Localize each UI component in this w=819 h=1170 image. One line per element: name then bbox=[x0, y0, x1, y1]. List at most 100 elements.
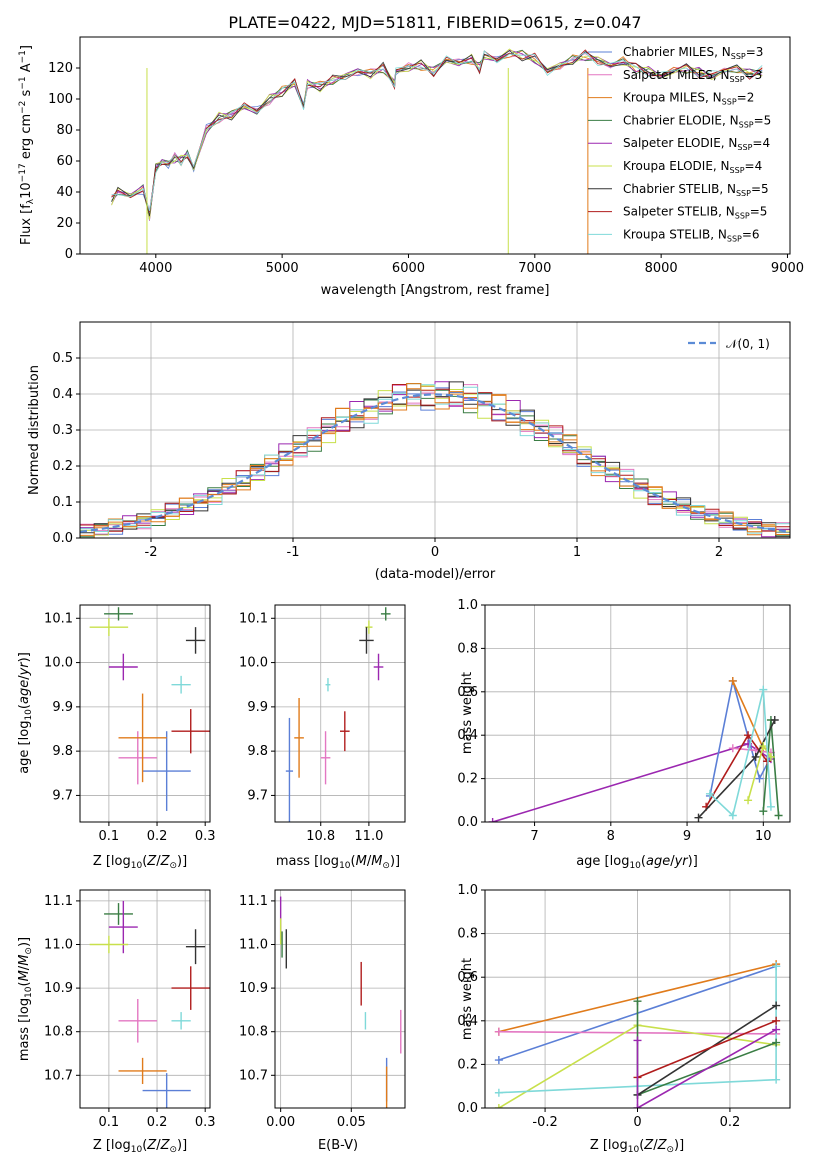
y-axis-label-sup: −2 bbox=[18, 101, 28, 114]
y-axis-label: mass weight bbox=[460, 958, 475, 1040]
mass-weight-marker bbox=[772, 1016, 781, 1025]
legend-label: Kroupa ELODIE, N bbox=[623, 159, 730, 173]
mass-weight-marker bbox=[494, 1104, 503, 1108]
axis-label-text: Z bbox=[643, 1138, 654, 1153]
legend-entry: Chabrier ELODIE, NSSP=5 bbox=[623, 113, 771, 129]
x-tick-label: -2 bbox=[145, 545, 158, 560]
y-tick-label: 0.4 bbox=[52, 387, 73, 402]
spectrum-line-chabrier-elodie bbox=[111, 49, 763, 218]
axis-label: Z [log10(Z/Z⊙)] bbox=[590, 1138, 684, 1155]
axis-label: Z [log10(Z/Z⊙)] bbox=[93, 1138, 187, 1155]
x-axis-label: (data-model)/error bbox=[375, 567, 496, 582]
axis-label-sub: 10 bbox=[131, 1145, 143, 1155]
mass-weight-track bbox=[709, 689, 772, 818]
y-axis-label-sup: −17 bbox=[18, 163, 28, 182]
y-tick-label: 10.0 bbox=[239, 656, 268, 671]
x-tick-label: 11.0 bbox=[354, 829, 383, 844]
axis-label-text: age bbox=[17, 680, 32, 704]
legend-count: =5 bbox=[750, 205, 768, 219]
x-tick-label: 2 bbox=[715, 545, 723, 560]
x-tick-label: 10.8 bbox=[306, 829, 335, 844]
mass-weight-marker bbox=[772, 1038, 781, 1047]
axis-label-text: ( bbox=[641, 854, 646, 869]
x-tick-label: 7000 bbox=[518, 261, 551, 276]
axis-label-text: ( bbox=[351, 854, 356, 869]
plot-area bbox=[285, 607, 391, 822]
axis-label-text: ( bbox=[142, 1138, 147, 1153]
y-tick-label: 0.4 bbox=[457, 728, 478, 743]
axes-frame bbox=[484, 889, 791, 1109]
legend-subscript: SSP bbox=[737, 143, 752, 152]
axis-label-text: ( bbox=[142, 854, 147, 869]
mass-weight-marker bbox=[766, 802, 775, 811]
y-axis-label: mass weight bbox=[460, 672, 475, 754]
axis-label-text: Z [log bbox=[93, 1138, 131, 1153]
legend-subscript: SSP bbox=[735, 212, 750, 221]
legend-count: =4 bbox=[745, 159, 763, 173]
legend-entry: Kroupa STELIB, NSSP=6 bbox=[623, 227, 760, 243]
axis-label-text: age bbox=[646, 854, 670, 869]
residual-histogram bbox=[80, 383, 790, 538]
plot-area bbox=[488, 676, 783, 822]
axis-label-text: yr bbox=[674, 854, 690, 869]
y-tick-label: 0.2 bbox=[457, 1057, 478, 1072]
y-tick-label: 0.2 bbox=[52, 459, 73, 474]
x-axis-label: wavelength [Angstrom, rest frame] bbox=[321, 283, 550, 298]
mass-weight-marker bbox=[759, 742, 768, 751]
y-tick-label: 0.3 bbox=[52, 423, 73, 438]
legend-label: Chabrier ELODIE, N bbox=[623, 113, 739, 127]
legend-label: Kroupa MILES, N bbox=[623, 91, 722, 105]
axis-label-text: / bbox=[156, 1138, 161, 1153]
legend-count: =5 bbox=[754, 113, 772, 127]
axis-label-text: Z bbox=[146, 1138, 157, 1153]
legend-count: =2 bbox=[737, 91, 755, 105]
axis-label-text: Z bbox=[657, 1138, 668, 1153]
axis-label-text: age [log bbox=[17, 721, 32, 774]
y-tick-label: 11.0 bbox=[44, 938, 73, 953]
axis-label-text: )] bbox=[177, 854, 187, 869]
y-tick-label: 10.7 bbox=[239, 1068, 268, 1083]
y-tick-label: 9.9 bbox=[247, 700, 268, 715]
y-tick-label: 0.1 bbox=[52, 495, 73, 510]
axis-label-sub: 10 bbox=[24, 709, 34, 721]
axes-frame bbox=[274, 889, 406, 1109]
y-tick-label: 10.9 bbox=[44, 981, 73, 996]
y-axis-label-text: ] bbox=[19, 45, 34, 50]
y-tick-label: 0.6 bbox=[457, 970, 478, 985]
mass-weight-marker bbox=[772, 962, 781, 971]
mass-weight-track bbox=[637, 1020, 777, 1079]
axis-label-text: / bbox=[156, 854, 161, 869]
x-tick-label: 0.1 bbox=[99, 829, 120, 844]
y-axis-label-sup: −1 bbox=[18, 76, 28, 89]
x-tick-label: 0.2 bbox=[720, 1115, 741, 1130]
figure-title: PLATE=0422, MJD=51811, FIBERID=0615, z=0… bbox=[228, 13, 641, 32]
legend-subscript: SSP bbox=[736, 189, 751, 198]
legend-entry: Chabrier MILES, NSSP=3 bbox=[623, 45, 763, 61]
axis-label: age [log10(age/yr)] bbox=[17, 652, 34, 774]
legend-count: =3 bbox=[746, 45, 764, 59]
x-tick-label: 0.2 bbox=[147, 829, 168, 844]
mass-weight-track bbox=[637, 1004, 777, 1096]
x-tick-label: 0.3 bbox=[195, 1115, 216, 1130]
y-tick-label: 9.9 bbox=[52, 700, 73, 715]
axis-label: age [log10(age/yr)] bbox=[576, 854, 698, 871]
y-tick-label: 9.7 bbox=[247, 788, 268, 803]
y-tick-label: 0.5 bbox=[52, 351, 73, 366]
y-axis-label-text: A bbox=[19, 63, 34, 76]
legend-subscript: SSP bbox=[730, 75, 745, 84]
axis-label-text: Z bbox=[160, 854, 171, 869]
y-tick-label: 9.7 bbox=[52, 788, 73, 803]
x-tick-label: 10 bbox=[755, 829, 772, 844]
plot-area bbox=[111, 48, 763, 254]
y-tick-label: 0.2 bbox=[457, 772, 478, 787]
y-tick-label: 1.0 bbox=[457, 883, 478, 898]
mass-weight-track bbox=[732, 680, 765, 749]
x-tick-label: 4000 bbox=[139, 261, 172, 276]
mass-weight-marker bbox=[770, 716, 779, 725]
plot-area bbox=[89, 900, 210, 1108]
y-axis-label-sup: −1 bbox=[18, 50, 28, 63]
axis-label-sub: ⊙ bbox=[24, 947, 34, 955]
legend-label: Chabrier MILES, N bbox=[623, 45, 731, 59]
axes-frame bbox=[79, 36, 791, 255]
y-tick-label: 10.7 bbox=[44, 1068, 73, 1083]
